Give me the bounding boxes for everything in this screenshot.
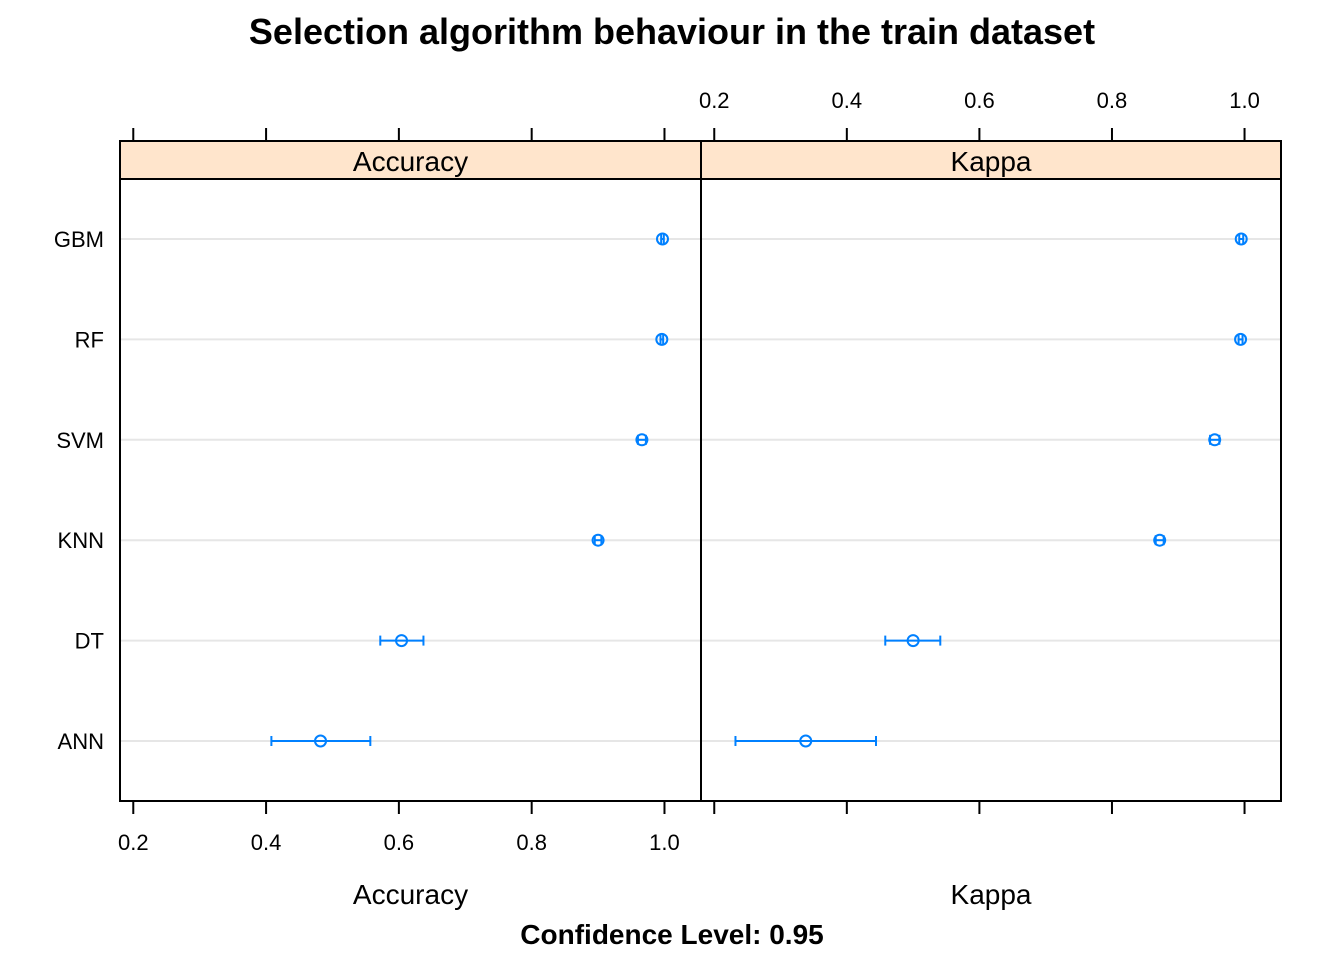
- axis-tick-label: 0.8: [1097, 88, 1128, 113]
- point-estimate: [1208, 433, 1222, 447]
- point-estimate: [799, 734, 813, 748]
- chart-subtitle: Confidence Level: 0.95: [520, 919, 823, 950]
- point-estimate: [655, 232, 669, 246]
- chart-title: Selection algorithm behaviour in the tra…: [249, 11, 1095, 52]
- axis-tick-label: 0.8: [516, 830, 547, 855]
- axis-tick-label: 0.6: [384, 830, 415, 855]
- point-estimate: [635, 433, 649, 447]
- panel-strip-label: Accuracy: [353, 146, 468, 177]
- category-label: SVM: [56, 428, 104, 453]
- panel-strip-label: Kappa: [951, 146, 1032, 177]
- category-label: RF: [75, 327, 104, 352]
- plot-layer: GBM RF SVM KNN DT ANN Accuracy 0.2 0.4 0.6 0.8 1.0 A…: [54, 88, 1282, 910]
- axis-tick-label: 0.4: [251, 830, 282, 855]
- panel-frame: [700, 140, 1282, 802]
- category-label: GBM: [54, 227, 104, 252]
- axis-tick-label: 0.4: [832, 88, 863, 113]
- point-estimate: [906, 634, 920, 648]
- category-label: ANN: [58, 729, 104, 754]
- point-estimate: [1234, 232, 1248, 246]
- point-estimate: [1234, 332, 1248, 346]
- axis-tick-label: 0.2: [118, 830, 149, 855]
- axis-tick-label: 1.0: [1229, 88, 1260, 113]
- point-estimate: [655, 332, 669, 346]
- axis-tick-label: 1.0: [649, 830, 680, 855]
- point-estimate: [395, 634, 409, 648]
- category-label: KNN: [58, 528, 104, 553]
- axis-tick-label: 0.2: [699, 88, 730, 113]
- category-label: DT: [75, 629, 104, 654]
- point-estimate: [314, 734, 328, 748]
- point-estimate: [1153, 533, 1167, 547]
- x-axis-label: Accuracy: [353, 879, 468, 910]
- axis-tick-label: 0.6: [964, 88, 995, 113]
- point-estimate: [591, 533, 605, 547]
- x-axis-label: Kappa: [951, 879, 1032, 910]
